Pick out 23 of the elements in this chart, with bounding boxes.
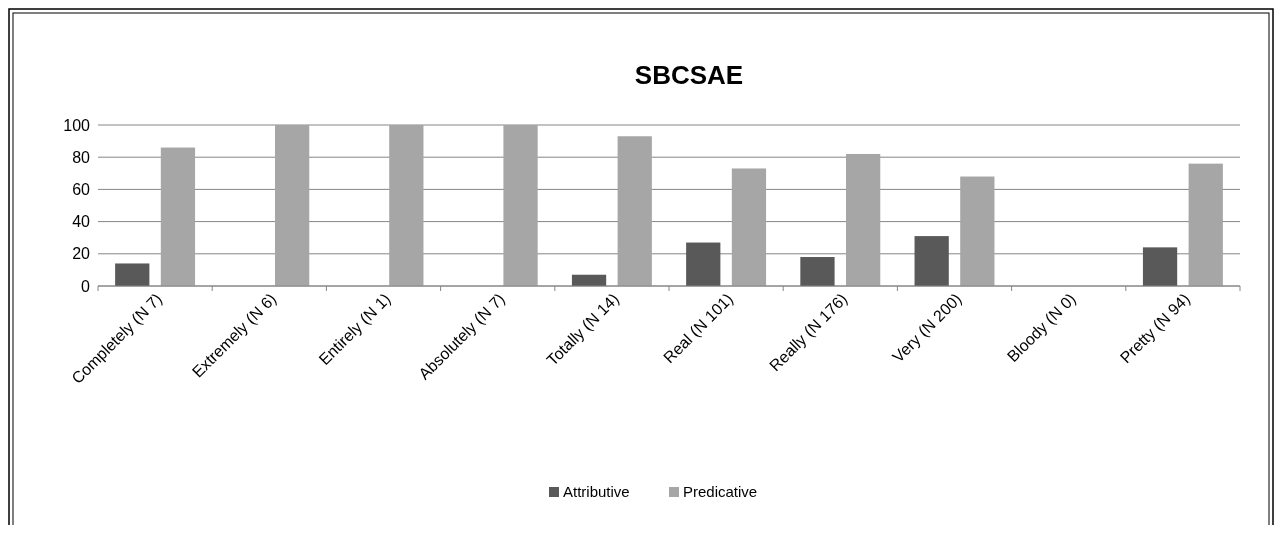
bar: [731, 168, 767, 286]
y-tick-label: 0: [81, 277, 91, 295]
bar: [686, 242, 721, 286]
bar: [160, 147, 196, 286]
y-tick-label: 40: [72, 213, 91, 231]
bar: [617, 136, 652, 286]
bar: [846, 153, 881, 286]
bar: [914, 236, 949, 286]
y-tick-label: 20: [72, 245, 91, 263]
y-tick-label: 100: [63, 116, 91, 134]
bar: [275, 125, 310, 286]
bar: [960, 176, 995, 286]
y-tick-label: 60: [72, 181, 91, 198]
bar: [115, 263, 150, 286]
legend-label: Predicative: [683, 483, 758, 501]
chart-title: SBCSAE: [634, 60, 744, 90]
bar: [1142, 247, 1178, 286]
bar: [800, 257, 835, 286]
bar: [1188, 163, 1223, 286]
legend-label: Attributive: [563, 483, 630, 501]
y-tick-label: 80: [72, 148, 91, 166]
bar: [503, 125, 538, 286]
bar: [389, 125, 424, 286]
